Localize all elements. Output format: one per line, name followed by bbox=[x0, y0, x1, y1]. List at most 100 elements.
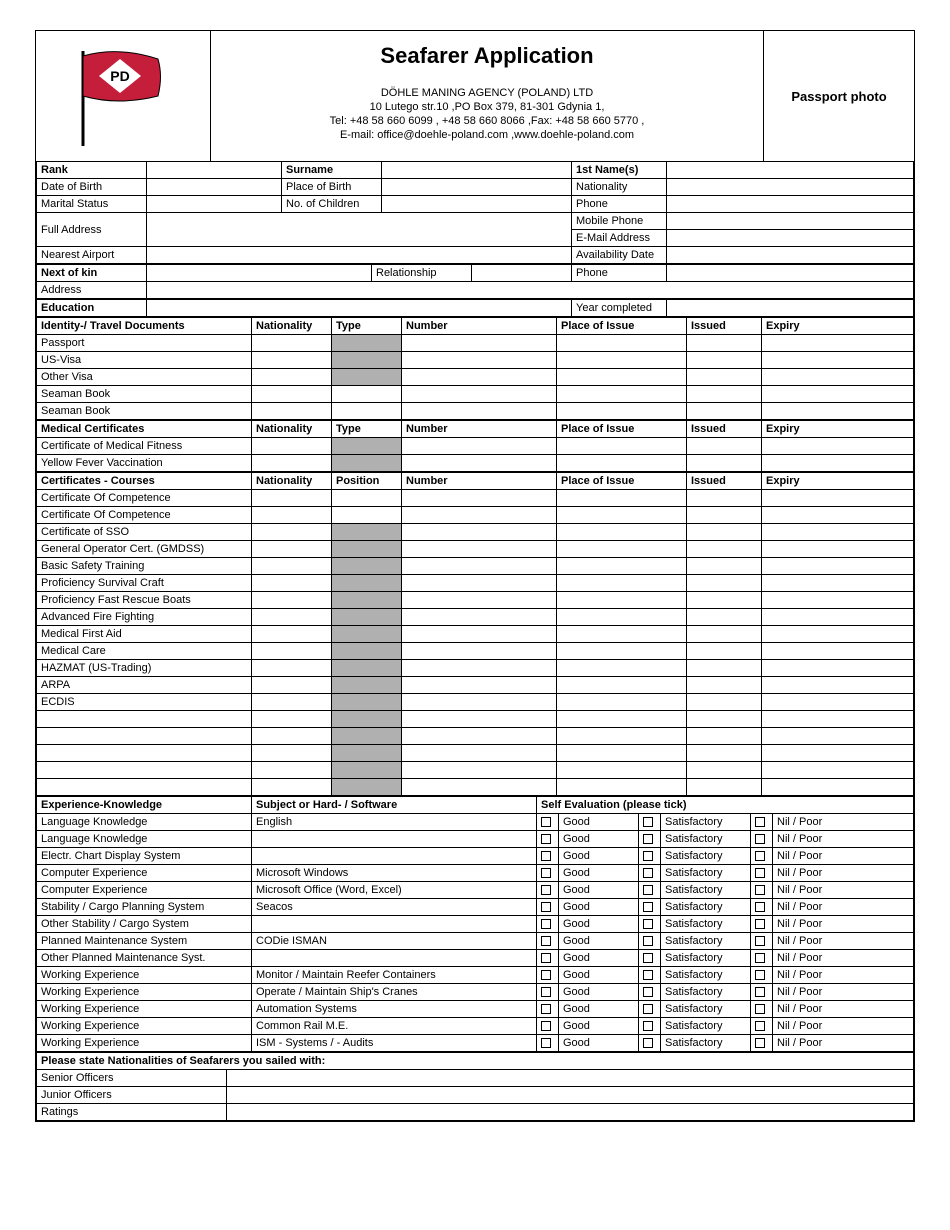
checkbox-nil[interactable] bbox=[751, 1035, 773, 1052]
doc-issued[interactable] bbox=[687, 558, 762, 575]
checkbox-good[interactable] bbox=[537, 933, 559, 950]
checkbox-good[interactable] bbox=[537, 1018, 559, 1035]
field-availability[interactable] bbox=[667, 247, 914, 264]
field-email[interactable] bbox=[667, 230, 914, 247]
doc-number[interactable] bbox=[402, 609, 557, 626]
doc-number[interactable] bbox=[402, 335, 557, 352]
doc-expiry[interactable] bbox=[762, 455, 914, 472]
doc-expiry[interactable] bbox=[762, 507, 914, 524]
doc-place[interactable] bbox=[557, 352, 687, 369]
doc-nationality[interactable] bbox=[252, 745, 332, 762]
field-mobile[interactable] bbox=[667, 213, 914, 230]
nat-field[interactable] bbox=[227, 1087, 914, 1104]
doc-expiry[interactable] bbox=[762, 369, 914, 386]
checkbox-satisfactory[interactable] bbox=[639, 848, 661, 865]
exp-subject[interactable]: Automation Systems bbox=[252, 1001, 537, 1018]
doc-issued[interactable] bbox=[687, 352, 762, 369]
doc-place[interactable] bbox=[557, 728, 687, 745]
doc-position[interactable] bbox=[332, 524, 402, 541]
checkbox-satisfactory[interactable] bbox=[639, 1018, 661, 1035]
doc-place[interactable] bbox=[557, 660, 687, 677]
doc-type[interactable] bbox=[332, 369, 402, 386]
doc-place[interactable] bbox=[557, 762, 687, 779]
field-nok-phone[interactable] bbox=[667, 265, 914, 282]
doc-issued[interactable] bbox=[687, 694, 762, 711]
checkbox-good[interactable] bbox=[537, 1035, 559, 1052]
doc-nationality[interactable] bbox=[252, 524, 332, 541]
doc-expiry[interactable] bbox=[762, 335, 914, 352]
doc-issued[interactable] bbox=[687, 762, 762, 779]
checkbox-nil[interactable] bbox=[751, 967, 773, 984]
doc-number[interactable] bbox=[402, 779, 557, 796]
checkbox-satisfactory[interactable] bbox=[639, 899, 661, 916]
checkbox-nil[interactable] bbox=[751, 848, 773, 865]
doc-position[interactable] bbox=[332, 643, 402, 660]
checkbox-good[interactable] bbox=[537, 865, 559, 882]
nat-field[interactable] bbox=[227, 1070, 914, 1087]
doc-nationality[interactable] bbox=[252, 403, 332, 420]
doc-expiry[interactable] bbox=[762, 490, 914, 507]
doc-issued[interactable] bbox=[687, 575, 762, 592]
doc-type[interactable] bbox=[332, 403, 402, 420]
doc-position[interactable] bbox=[332, 626, 402, 643]
checkbox-nil[interactable] bbox=[751, 814, 773, 831]
doc-number[interactable] bbox=[402, 558, 557, 575]
doc-expiry[interactable] bbox=[762, 779, 914, 796]
doc-place[interactable] bbox=[557, 711, 687, 728]
doc-expiry[interactable] bbox=[762, 626, 914, 643]
doc-expiry[interactable] bbox=[762, 677, 914, 694]
doc-place[interactable] bbox=[557, 677, 687, 694]
doc-issued[interactable] bbox=[687, 524, 762, 541]
doc-issued[interactable] bbox=[687, 386, 762, 403]
doc-place[interactable] bbox=[557, 694, 687, 711]
doc-place[interactable] bbox=[557, 438, 687, 455]
doc-position[interactable] bbox=[332, 507, 402, 524]
doc-nationality[interactable] bbox=[252, 711, 332, 728]
doc-place[interactable] bbox=[557, 369, 687, 386]
doc-place[interactable] bbox=[557, 455, 687, 472]
field-children[interactable] bbox=[382, 196, 572, 213]
doc-expiry[interactable] bbox=[762, 558, 914, 575]
checkbox-nil[interactable] bbox=[751, 831, 773, 848]
doc-issued[interactable] bbox=[687, 677, 762, 694]
doc-expiry[interactable] bbox=[762, 352, 914, 369]
field-airport[interactable] bbox=[147, 247, 572, 264]
doc-place[interactable] bbox=[557, 643, 687, 660]
field-surname[interactable] bbox=[382, 162, 572, 179]
doc-type[interactable] bbox=[332, 386, 402, 403]
doc-number[interactable] bbox=[402, 455, 557, 472]
field-education[interactable] bbox=[147, 300, 572, 317]
checkbox-good[interactable] bbox=[537, 950, 559, 967]
checkbox-good[interactable] bbox=[537, 899, 559, 916]
doc-issued[interactable] bbox=[687, 779, 762, 796]
doc-expiry[interactable] bbox=[762, 592, 914, 609]
doc-issued[interactable] bbox=[687, 455, 762, 472]
doc-issued[interactable] bbox=[687, 660, 762, 677]
doc-nationality[interactable] bbox=[252, 643, 332, 660]
field-rank[interactable] bbox=[147, 162, 282, 179]
doc-expiry[interactable] bbox=[762, 524, 914, 541]
exp-subject[interactable]: Common Rail M.E. bbox=[252, 1018, 537, 1035]
doc-nationality[interactable] bbox=[252, 626, 332, 643]
exp-subject[interactable]: English bbox=[252, 814, 537, 831]
doc-nationality[interactable] bbox=[252, 438, 332, 455]
checkbox-good[interactable] bbox=[537, 984, 559, 1001]
checkbox-good[interactable] bbox=[537, 848, 559, 865]
checkbox-nil[interactable] bbox=[751, 899, 773, 916]
doc-place[interactable] bbox=[557, 507, 687, 524]
doc-nationality[interactable] bbox=[252, 609, 332, 626]
doc-place[interactable] bbox=[557, 403, 687, 420]
doc-place[interactable] bbox=[557, 490, 687, 507]
doc-expiry[interactable] bbox=[762, 386, 914, 403]
checkbox-satisfactory[interactable] bbox=[639, 1001, 661, 1018]
doc-nationality[interactable] bbox=[252, 507, 332, 524]
field-year-completed[interactable] bbox=[667, 300, 914, 317]
doc-number[interactable] bbox=[402, 507, 557, 524]
doc-expiry[interactable] bbox=[762, 643, 914, 660]
checkbox-nil[interactable] bbox=[751, 865, 773, 882]
doc-nationality[interactable] bbox=[252, 779, 332, 796]
checkbox-nil[interactable] bbox=[751, 950, 773, 967]
doc-place[interactable] bbox=[557, 558, 687, 575]
checkbox-satisfactory[interactable] bbox=[639, 916, 661, 933]
doc-type[interactable] bbox=[332, 455, 402, 472]
